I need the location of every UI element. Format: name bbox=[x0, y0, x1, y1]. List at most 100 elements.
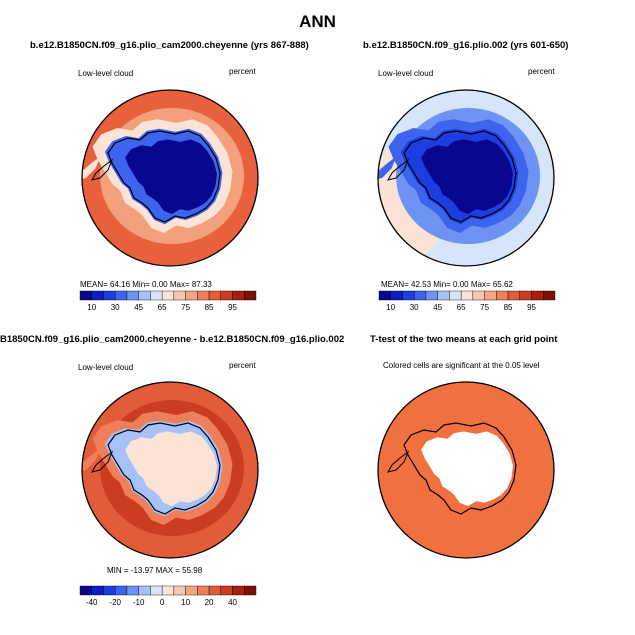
colorbar-3-cell-11 bbox=[208, 585, 221, 596]
colorbar-2-label-2: 45 bbox=[433, 303, 442, 312]
panel4-map bbox=[377, 381, 555, 559]
colorbar-3-label-1: -20 bbox=[109, 598, 121, 607]
colorbar-1-cell-12 bbox=[220, 290, 233, 301]
panel2-map bbox=[377, 89, 555, 267]
colorbar-1-cell-5 bbox=[138, 290, 151, 301]
coastline-4 bbox=[403, 422, 517, 515]
antarctica-field-2 bbox=[421, 139, 513, 215]
colorbar-3-cell-13 bbox=[232, 585, 245, 596]
figure-title: ANN bbox=[299, 12, 336, 31]
colorbar-3-label-2: -10 bbox=[133, 598, 145, 607]
colorbar-1-label-4: 75 bbox=[181, 303, 190, 312]
colorbar-1-cell-3 bbox=[114, 290, 128, 301]
panel3-units-label: percent bbox=[229, 361, 256, 370]
colorbar-1-cell-7 bbox=[161, 290, 175, 301]
peninsula-coastline-2 bbox=[386, 158, 410, 181]
panel2-variable-label: Low-level cloud bbox=[378, 69, 434, 78]
colorbar-1-label-3: 65 bbox=[158, 303, 167, 312]
colorbar-3-cell-4 bbox=[126, 585, 139, 596]
colorbar-3-cell-14 bbox=[244, 585, 257, 596]
panel2-units-label: percent bbox=[528, 67, 555, 76]
coastline-2 bbox=[403, 130, 517, 223]
colorbar-2-cell-12 bbox=[519, 290, 532, 301]
panel1-stats: MEAN= 64.16 Min= 0.00 Max= 87.33 bbox=[80, 280, 212, 289]
colorbar-1-label-0: 10 bbox=[87, 303, 96, 312]
colorbar-1-cell-9 bbox=[185, 290, 198, 301]
colorbar-3-cell-12 bbox=[220, 585, 233, 596]
colorbar-3-cell-7 bbox=[161, 585, 175, 596]
antarctica-field-1 bbox=[125, 139, 217, 215]
colorbar-1-cell-4 bbox=[126, 290, 139, 301]
panel1-colorbar: 10 30 45 65 75 85 95 bbox=[79, 290, 257, 312]
panel4-subtitle: Colored cells are significant at the 0.0… bbox=[383, 361, 540, 370]
panel1-title: b.e12.B1850CN.f09_g16.plio_cam2000.cheye… bbox=[30, 40, 309, 51]
antarctica-field-4 bbox=[421, 431, 513, 507]
colorbar-2-cell-11 bbox=[507, 290, 521, 301]
colorbar-3-label-3: 0 bbox=[160, 598, 165, 607]
colorbar-2-cell-5 bbox=[437, 290, 450, 301]
colorbar-2-label-6: 95 bbox=[527, 303, 536, 312]
colorbar-3-cell-10 bbox=[197, 585, 210, 596]
colorbar-2-label-5: 85 bbox=[504, 303, 513, 312]
colorbar-3-label-4: 10 bbox=[181, 598, 190, 607]
colorbar-1-cell-13 bbox=[232, 290, 245, 301]
map-boundary-4 bbox=[377, 381, 555, 559]
colorbar-3-label-0: -40 bbox=[86, 598, 98, 607]
panel1-variable-label: Low-level cloud bbox=[78, 69, 134, 78]
panel3-title: B1850CN.f09_g16.plio_cam2000.cheyenne - … bbox=[0, 334, 345, 345]
panel3-stats: MIN = -13.97 MAX = 55.98 bbox=[107, 566, 203, 575]
peninsula-coastline-1 bbox=[90, 158, 114, 181]
peninsula-coastline-3 bbox=[90, 450, 114, 473]
colorbar-2-cell-6 bbox=[449, 290, 462, 301]
colorbar-3-cell-9 bbox=[185, 585, 198, 596]
colorbar-2-cell-13 bbox=[531, 290, 544, 301]
colorbar-2-cell-9 bbox=[484, 290, 497, 301]
map-boundary-1 bbox=[81, 89, 259, 267]
colorbar-1-cell-0 bbox=[79, 290, 92, 301]
panel4-title: T-test of the two means at each grid poi… bbox=[370, 334, 558, 345]
colorbar-2-cell-8 bbox=[472, 290, 485, 301]
panel3-colorbar: -40 -20 -10 0 10 20 40 bbox=[79, 585, 257, 607]
colorbar-3-cell-8 bbox=[173, 585, 186, 596]
colorbar-3-cell-6 bbox=[150, 585, 163, 596]
antarctica-field-3 bbox=[125, 431, 217, 507]
peninsula-coastline-4 bbox=[386, 450, 410, 473]
panel1-units-label: percent bbox=[229, 67, 256, 76]
colorbar-1-label-1: 30 bbox=[111, 303, 120, 312]
colorbar-2-label-4: 75 bbox=[480, 303, 489, 312]
colorbar-2-cell-10 bbox=[496, 290, 509, 301]
map-boundary-3 bbox=[81, 381, 259, 559]
panel2-stats: MEAN= 42.53 Min= 0.00 Max= 65.62 bbox=[381, 280, 513, 289]
colorbar-2-cell-3 bbox=[414, 290, 427, 301]
colorbar-2-cell-14 bbox=[543, 290, 556, 301]
colorbar-2-label-0: 10 bbox=[386, 303, 395, 312]
colorbar-1-cell-2 bbox=[103, 290, 116, 301]
colorbar-3-cell-5 bbox=[138, 585, 151, 596]
colorbar-1-cell-1 bbox=[91, 290, 104, 301]
colorbar-2-label-1: 30 bbox=[410, 303, 419, 312]
colorbar-1-cell-6 bbox=[150, 290, 163, 301]
panel2-title: b.e12.B1850CN.f09_g16.plio.002 (yrs 601-… bbox=[363, 40, 569, 51]
panel1-map bbox=[81, 89, 259, 267]
panel2-colorbar: 10 30 45 65 75 85 95 bbox=[378, 290, 556, 312]
colorbar-1-cell-8 bbox=[173, 290, 186, 301]
colorbar-3-cell-3 bbox=[114, 585, 128, 596]
colorbar-2-cell-2 bbox=[402, 290, 415, 301]
colorbar-3-label-6: 40 bbox=[228, 598, 237, 607]
colorbar-1-label-5: 85 bbox=[205, 303, 214, 312]
map-boundary-2 bbox=[377, 89, 555, 267]
colorbar-3-cell-1 bbox=[91, 585, 104, 596]
colorbar-3-cell-2 bbox=[103, 585, 116, 596]
colorbar-2-label-3: 65 bbox=[457, 303, 466, 312]
colorbar-2-cell-1 bbox=[390, 290, 403, 301]
colorbar-2-cell-7 bbox=[460, 290, 474, 301]
colorbar-1-cell-11 bbox=[208, 290, 221, 301]
coastline-1 bbox=[107, 130, 221, 223]
colorbar-1-cell-14 bbox=[244, 290, 257, 301]
colorbar-1-cell-10 bbox=[197, 290, 210, 301]
panel3-variable-label: Low-level cloud bbox=[78, 363, 134, 372]
colorbar-3-label-5: 20 bbox=[205, 598, 214, 607]
colorbar-2-cell-4 bbox=[425, 290, 438, 301]
panel3-map bbox=[81, 381, 259, 559]
